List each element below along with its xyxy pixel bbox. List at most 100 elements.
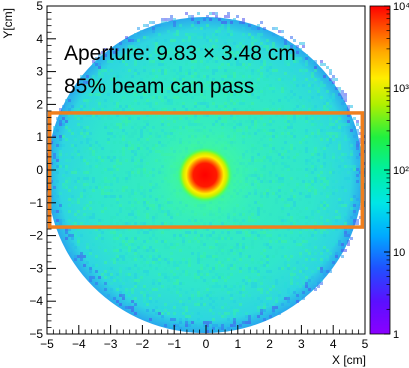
- heatmap-bin: [119, 249, 122, 252]
- heatmap-bin: [185, 270, 188, 273]
- heatmap-bin: [239, 303, 242, 306]
- heatmap-bin: [272, 90, 275, 93]
- heatmap-bin: [170, 258, 173, 261]
- heatmap-bin: [320, 138, 323, 141]
- heatmap-bin: [335, 78, 338, 81]
- heatmap-bin: [239, 102, 242, 105]
- heatmap-bin: [230, 228, 233, 231]
- heatmap-bin: [122, 135, 125, 138]
- heatmap-bin: [191, 18, 194, 21]
- heatmap-bin: [143, 297, 146, 300]
- heatmap-bin: [152, 60, 155, 63]
- heatmap-bin: [212, 33, 215, 36]
- heatmap-bin: [185, 321, 188, 324]
- heatmap-bin: [182, 303, 185, 306]
- heatmap-bin: [197, 60, 200, 63]
- heatmap-bin: [119, 279, 122, 282]
- heatmap-bin: [98, 81, 101, 84]
- heatmap-bin: [137, 201, 140, 204]
- heatmap-bin: [314, 168, 317, 171]
- heatmap-bin: [266, 156, 269, 159]
- heatmap-bin: [197, 276, 200, 279]
- heatmap-bin: [137, 183, 140, 186]
- heatmap-bin: [329, 171, 332, 174]
- heatmap-bin: [197, 36, 200, 39]
- heatmap-bin: [329, 192, 332, 195]
- heatmap-bin: [236, 114, 239, 117]
- heatmap-bin: [122, 150, 125, 153]
- heatmap-bin: [272, 303, 275, 306]
- heatmap-bin: [110, 195, 113, 198]
- heatmap-bin: [296, 207, 299, 210]
- heatmap-bin: [206, 330, 209, 333]
- heatmap-bin: [191, 114, 194, 117]
- heatmap-bin: [59, 153, 62, 156]
- heatmap-bin: [92, 75, 95, 78]
- heatmap-bin: [104, 249, 107, 252]
- heatmap-bin: [209, 18, 212, 21]
- heatmap-bin: [227, 60, 230, 63]
- heatmap-bin: [290, 96, 293, 99]
- heatmap-bin: [185, 33, 188, 36]
- heatmap-bin: [359, 153, 362, 156]
- heatmap-bin: [341, 93, 344, 96]
- heatmap-bin: [281, 108, 284, 111]
- heatmap-bin: [95, 84, 98, 87]
- heatmap-bin: [194, 60, 197, 63]
- heatmap-bin: [185, 273, 188, 276]
- heatmap-bin: [203, 96, 206, 99]
- heatmap-bin: [131, 309, 134, 312]
- heatmap-bin: [353, 213, 356, 216]
- heatmap-bin: [323, 222, 326, 225]
- heatmap-bin: [122, 297, 125, 300]
- heatmap-bin: [248, 63, 251, 66]
- heatmap-bin: [188, 39, 191, 42]
- heatmap-bin: [122, 222, 125, 225]
- heatmap-bin: [287, 156, 290, 159]
- heatmap-bin: [89, 138, 92, 141]
- heatmap-bin: [248, 228, 251, 231]
- heatmap-bin: [83, 213, 86, 216]
- heatmap-bin: [167, 288, 170, 291]
- heatmap-bin: [248, 105, 251, 108]
- heatmap-bin: [266, 39, 269, 42]
- heatmap-bin: [227, 24, 230, 27]
- heatmap-bin: [335, 216, 338, 219]
- heatmap-bin: [275, 69, 278, 72]
- heatmap-bin: [128, 228, 131, 231]
- heatmap-bin: [200, 234, 203, 237]
- heatmap-bin: [71, 234, 74, 237]
- heatmap-bin: [179, 234, 182, 237]
- heatmap-bin: [113, 87, 116, 90]
- heatmap-bin: [314, 87, 317, 90]
- heatmap-bin: [230, 294, 233, 297]
- heatmap-bin: [128, 240, 131, 243]
- heatmap-bin: [194, 69, 197, 72]
- heatmap-bin: [110, 231, 113, 234]
- heatmap-bin: [350, 216, 353, 219]
- heatmap-bin: [290, 282, 293, 285]
- heatmap-bin: [176, 102, 179, 105]
- heatmap-bin: [161, 21, 164, 24]
- heatmap-bin: [239, 222, 242, 225]
- heatmap-bin: [101, 210, 104, 213]
- heatmap-bin: [176, 243, 179, 246]
- heatmap-bin: [278, 291, 281, 294]
- heatmap-bin: [131, 135, 134, 138]
- heatmap-bin: [146, 102, 149, 105]
- heatmap-bin: [65, 231, 68, 234]
- heatmap-bin: [248, 276, 251, 279]
- heatmap-bin: [143, 222, 146, 225]
- heatmap-bin: [302, 180, 305, 183]
- heatmap-bin: [248, 255, 251, 258]
- heatmap-bin: [221, 315, 224, 318]
- heatmap-bin: [206, 321, 209, 324]
- heatmap-bin: [290, 36, 293, 39]
- heatmap-bin: [89, 231, 92, 234]
- heatmap-bin: [263, 243, 266, 246]
- heatmap-bin: [320, 282, 323, 285]
- heatmap-bin: [209, 255, 212, 258]
- heatmap-bin: [206, 282, 209, 285]
- heatmap-bin: [53, 126, 56, 129]
- heatmap-bin: [293, 156, 296, 159]
